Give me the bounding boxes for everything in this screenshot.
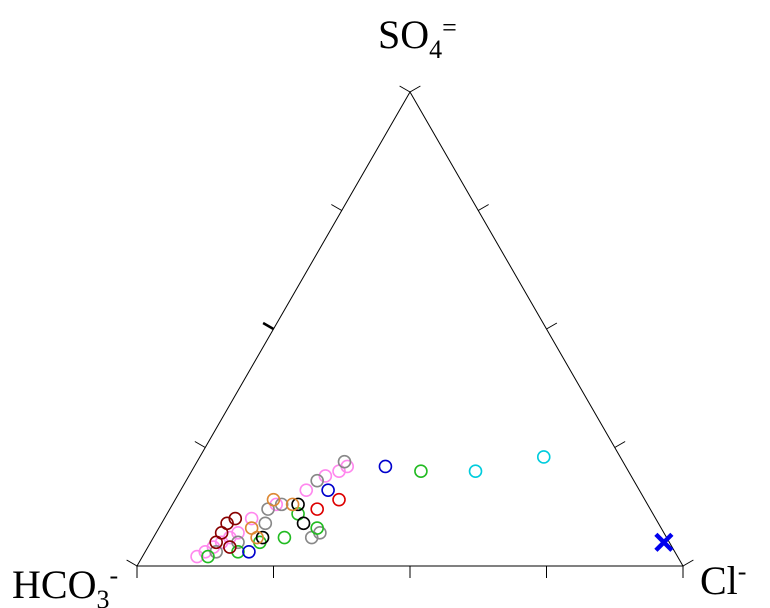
data-point xyxy=(536,450,551,464)
right-tick xyxy=(477,204,489,211)
data-point xyxy=(201,549,215,564)
right-tick xyxy=(409,85,421,93)
right-tick xyxy=(682,559,694,567)
apex-label-left: HCO3- xyxy=(12,561,118,608)
apex-label-top: SO4= xyxy=(378,12,457,64)
data-point xyxy=(223,540,237,554)
right-tick xyxy=(614,441,626,448)
data-point xyxy=(258,516,273,531)
triangle-outline xyxy=(136,90,684,567)
data-point xyxy=(310,502,324,516)
highlight-x-stroke xyxy=(654,532,674,552)
left-tick xyxy=(331,204,343,211)
data-point xyxy=(242,544,256,559)
data-point xyxy=(244,521,259,535)
highlight-marker xyxy=(654,532,674,552)
data-point xyxy=(468,464,483,479)
data-point xyxy=(296,516,311,531)
data-point xyxy=(244,511,259,526)
data-point xyxy=(414,464,428,479)
left-tick xyxy=(399,85,411,93)
right-tick xyxy=(546,322,558,330)
data-point xyxy=(321,483,335,497)
apex-label-right: Cl- xyxy=(700,557,746,603)
data-point xyxy=(277,530,292,545)
left-tick xyxy=(194,441,206,448)
data-point xyxy=(310,473,324,488)
data-point xyxy=(285,497,300,512)
data-point xyxy=(228,511,243,526)
data-point xyxy=(337,454,352,469)
tick-marks xyxy=(126,85,694,578)
data-point xyxy=(310,521,324,535)
data-point xyxy=(332,492,346,507)
left-tick xyxy=(126,559,138,567)
left-tick xyxy=(262,321,275,331)
data-point xyxy=(266,492,281,507)
data-point xyxy=(231,526,245,540)
sample-points xyxy=(190,450,551,564)
data-point xyxy=(299,483,314,497)
data-point xyxy=(291,497,305,512)
data-point xyxy=(378,459,393,474)
triangle-frame xyxy=(136,90,684,567)
data-point xyxy=(255,530,270,545)
